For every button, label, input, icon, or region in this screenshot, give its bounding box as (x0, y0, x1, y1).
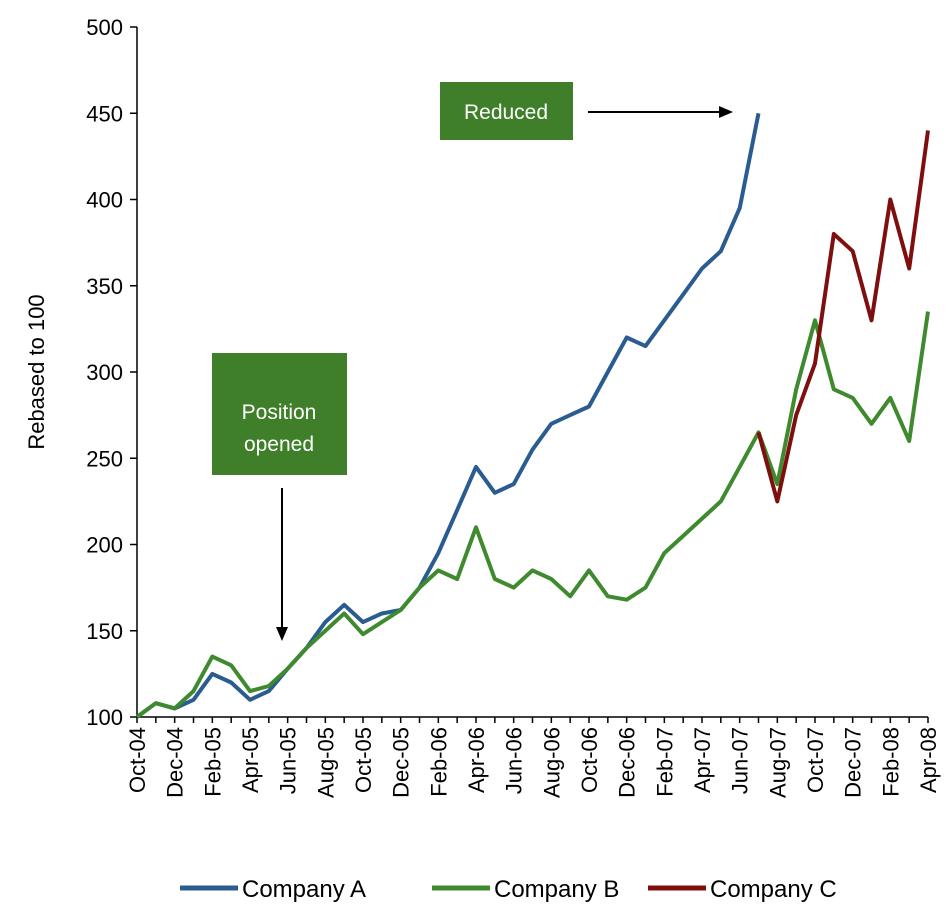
x-tick-label: Aug-06 (539, 727, 564, 798)
x-tick-label: Feb-07 (652, 727, 677, 797)
x-tick-label: Feb-05 (200, 727, 225, 797)
legend-label: Company C (710, 876, 837, 903)
y-axis-label: Rebased to 100 (24, 294, 49, 449)
x-tick-label: Dec-05 (389, 727, 414, 798)
y-tick-label: 250 (86, 446, 123, 471)
x-tick-label: Feb-08 (878, 727, 903, 797)
annotation: Position (242, 401, 317, 424)
x-tick-label: Dec-06 (615, 727, 640, 798)
x-tick-label: Oct-06 (577, 727, 602, 793)
y-tick-label: 200 (86, 533, 123, 558)
arrow-head (719, 106, 733, 118)
legend-label: Company B (494, 876, 619, 903)
x-tick-label: Apr-05 (238, 727, 263, 793)
y-tick-label: 500 (86, 15, 123, 40)
arrow-head (276, 627, 288, 641)
line-series (135, 311, 930, 719)
x-tick-label: Feb-06 (426, 727, 451, 797)
x-tick-label: Apr-08 (916, 727, 941, 793)
y-tick-label: 350 (86, 274, 123, 299)
annotation-box (440, 82, 573, 140)
line-series (756, 130, 930, 504)
y-tick-label: 150 (86, 619, 123, 644)
y-tick-label: 300 (86, 360, 123, 385)
x-tick-label: Jun-05 (276, 727, 301, 794)
x-tick-label: Jun-07 (728, 727, 753, 794)
x-tick-label: Oct-04 (125, 727, 150, 793)
x-tick-label: Dec-07 (841, 727, 866, 798)
y-tick-label: 100 (86, 705, 123, 730)
legend-label: Company A (242, 876, 366, 903)
x-tick-label: Jun-06 (502, 727, 527, 794)
y-tick-label: 450 (86, 101, 123, 126)
annotation: Reduced (464, 101, 548, 124)
y-tick-label: 400 (86, 188, 123, 213)
annotation: opened (244, 433, 314, 456)
x-tick-label: Apr-07 (690, 727, 715, 793)
line-series (135, 112, 761, 719)
annotation-box (212, 353, 347, 475)
x-tick-label: Dec-04 (163, 727, 188, 798)
x-tick-label: Oct-07 (803, 727, 828, 793)
x-tick-label: Aug-07 (765, 727, 790, 798)
x-tick-label: Aug-05 (313, 727, 338, 798)
x-tick-label: Apr-06 (464, 727, 489, 793)
x-tick-label: Oct-05 (351, 727, 376, 793)
